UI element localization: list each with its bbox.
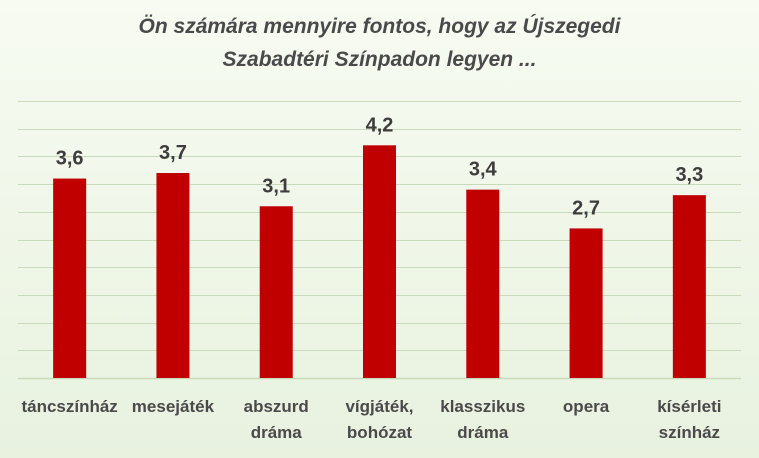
gridlines <box>18 101 741 380</box>
data-label: 3,3 <box>675 164 703 186</box>
bar <box>156 173 190 378</box>
data-labels: 3,6 3,7 3,1 4,2 3,4 2,7 3,3 <box>56 114 704 219</box>
bar <box>363 145 396 378</box>
category-label-line: táncszínház <box>21 397 117 416</box>
chart-title-line-1: Ön számára mennyire fontos, hogy az Újsz… <box>138 15 621 38</box>
category-label: opera <box>563 397 610 416</box>
category-label-line: kísérleti <box>657 397 721 416</box>
category-label-line: mesejáték <box>132 397 215 416</box>
category-label: mesejáték <box>132 397 215 416</box>
category-label-line: klasszikus <box>440 397 525 416</box>
category-label-line: vígjáték, <box>345 397 413 416</box>
data-label: 3,1 <box>262 175 290 197</box>
bar <box>466 189 500 378</box>
chart-title: Ön számára mennyire fontos, hogy az Újsz… <box>0 10 759 76</box>
category-label-line: dráma <box>251 423 303 442</box>
category-label-line: dráma <box>457 423 509 442</box>
chart-title-line-2: Szabadtéri Színpadon legyen ... <box>222 48 537 71</box>
bar <box>569 228 603 378</box>
bars <box>53 145 706 378</box>
data-label: 3,6 <box>56 148 84 170</box>
bar <box>672 195 706 378</box>
category-label-line: bohózat <box>347 423 412 442</box>
category-labels: táncszínház mesejáték abszurd dráma vígjáték… <box>21 397 721 442</box>
category-label: abszurd dráma <box>244 397 309 442</box>
category-label: táncszínház <box>21 397 117 416</box>
bar <box>53 178 87 378</box>
category-label: vígjáték, bohózat <box>345 397 413 442</box>
category-label: klasszikus dráma <box>440 397 525 442</box>
data-label: 3,4 <box>469 159 498 181</box>
data-label: 4,2 <box>366 114 394 136</box>
category-label-line: abszurd <box>244 397 309 416</box>
bar <box>259 206 293 378</box>
category-label: kísérleti színház <box>657 397 721 442</box>
category-label-line: opera <box>563 397 610 416</box>
data-label: 2,7 <box>572 197 600 219</box>
data-label: 3,7 <box>159 142 187 164</box>
category-label-line: színház <box>659 423 720 442</box>
